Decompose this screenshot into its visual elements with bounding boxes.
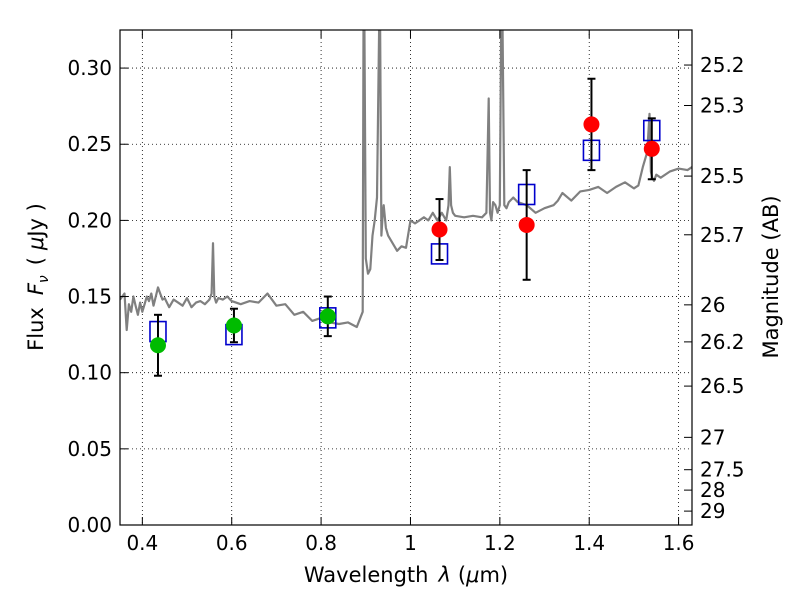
magnitude-tick-label: 26.2 [700,330,745,354]
x-tick-label: 0.6 [216,531,248,555]
magnitude-axis-title: Magnitude (AB) [759,195,783,358]
magnitude-tick-label: 26.5 [700,374,745,398]
y-tick-label: 0.20 [67,208,112,232]
plot-frame [119,29,693,526]
y-tick-label: 0.00 [67,513,112,537]
y-tick-label: 0.10 [67,361,112,385]
photometry-points [149,77,661,377]
magnitude-tick-label: 25.2 [700,53,745,77]
x-tick-label: 0.4 [126,531,158,555]
magnitude-tick-label: 27 [700,425,725,449]
magnitude-tick-label: 25.5 [700,164,745,188]
magnitude-tick-label: 28 [700,478,725,502]
x-tick-label: 1.6 [663,531,695,555]
y-tick-label: 0.05 [67,437,112,461]
x-tick-label: 1.2 [484,531,516,555]
spectrum-layer [120,30,692,332]
magnitude-tick-label: 25.3 [700,94,745,118]
x-axis-title: Wavelength λ (μm) [304,563,508,587]
magnitude-tick-label: 27.5 [700,458,745,482]
observed-point [319,308,336,325]
observed-point [225,317,242,334]
observed-point [431,221,448,238]
grid-lines [120,30,692,526]
y-tick-label: 0.25 [67,132,112,156]
observed-point [149,337,166,354]
axis-ticks: 0.4 0.6 0.8 1 1.2 1.4 1.6 0.00 0.05 0.10 0.15 0.20 0… [67,30,745,555]
y-tick-label: 0.30 [67,56,112,80]
observed-point [583,116,600,133]
x-tick-label: 1.4 [573,531,605,555]
x-tick-label: 1 [404,531,417,555]
magnitude-tick-label: 29 [700,499,725,523]
spectrum-line [120,30,692,332]
y-axis-title: FluxFν(μJy ) [24,203,52,351]
observed-point [518,216,535,233]
x-tick-label: 0.8 [305,531,337,555]
y-tick-label: 0.15 [67,285,112,309]
magnitude-tick-label: 26 [700,293,725,317]
magnitude-tick-label: 25.7 [700,223,745,247]
observed-point [643,140,660,157]
